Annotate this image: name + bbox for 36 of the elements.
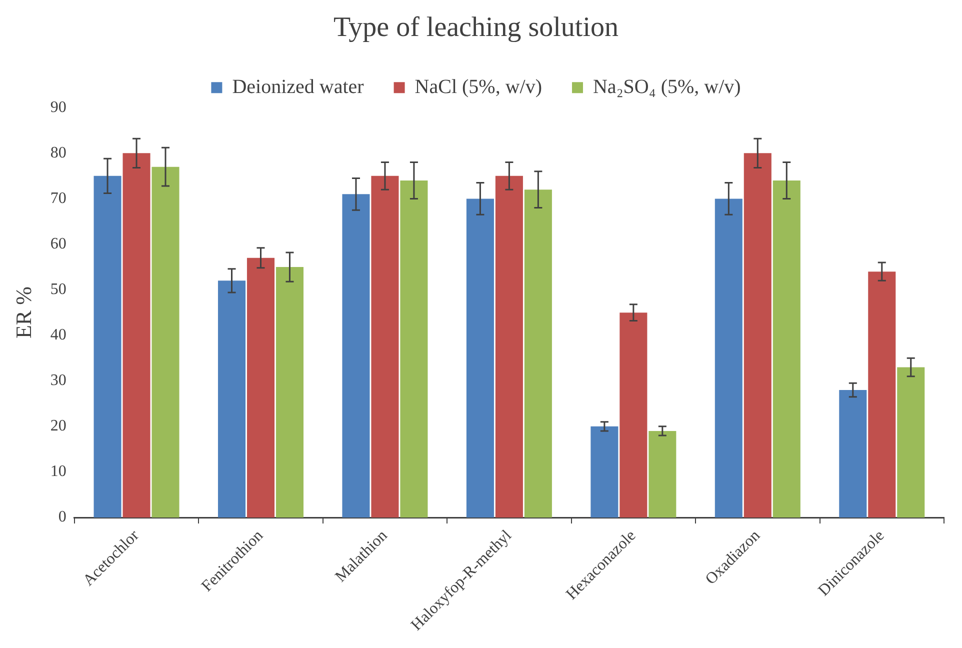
y-tick-label: 60 [50, 235, 66, 252]
bar [495, 176, 523, 518]
bar [466, 198, 494, 518]
y-tick-label: 50 [50, 280, 66, 298]
bar [868, 272, 896, 518]
bar [839, 390, 867, 518]
bar [400, 180, 428, 518]
y-tick-label: 20 [50, 418, 66, 435]
bar [152, 166, 180, 518]
bar [744, 153, 772, 518]
bar [218, 280, 246, 518]
bar [590, 426, 618, 518]
bar [122, 153, 150, 518]
y-tick-label: 30 [50, 372, 66, 390]
legend-label: Deionized water [232, 76, 364, 98]
y-tick-label: 40 [50, 326, 66, 344]
bar [772, 180, 800, 518]
bar [371, 176, 399, 518]
bar [524, 190, 552, 518]
chart-title: Type of leaching solution [334, 12, 618, 44]
y-tick-label: 0 [58, 508, 66, 526]
bar [714, 198, 742, 518]
bar [342, 194, 370, 518]
bar [897, 367, 925, 518]
bar [648, 430, 676, 518]
y-axis-title: ER % [10, 286, 36, 339]
bar [276, 267, 304, 518]
bar [246, 258, 275, 518]
bar [94, 176, 122, 518]
y-tick-label: 10 [50, 463, 66, 480]
bar [620, 312, 648, 518]
legend-label: NaCl (5%, w/v) [414, 76, 542, 98]
y-tick-label: 90 [50, 98, 66, 116]
legend-label: Na₂SO₄ (5%, w/v) [592, 76, 741, 98]
y-tick-label: 80 [50, 144, 66, 162]
y-tick-label: 70 [50, 190, 66, 207]
